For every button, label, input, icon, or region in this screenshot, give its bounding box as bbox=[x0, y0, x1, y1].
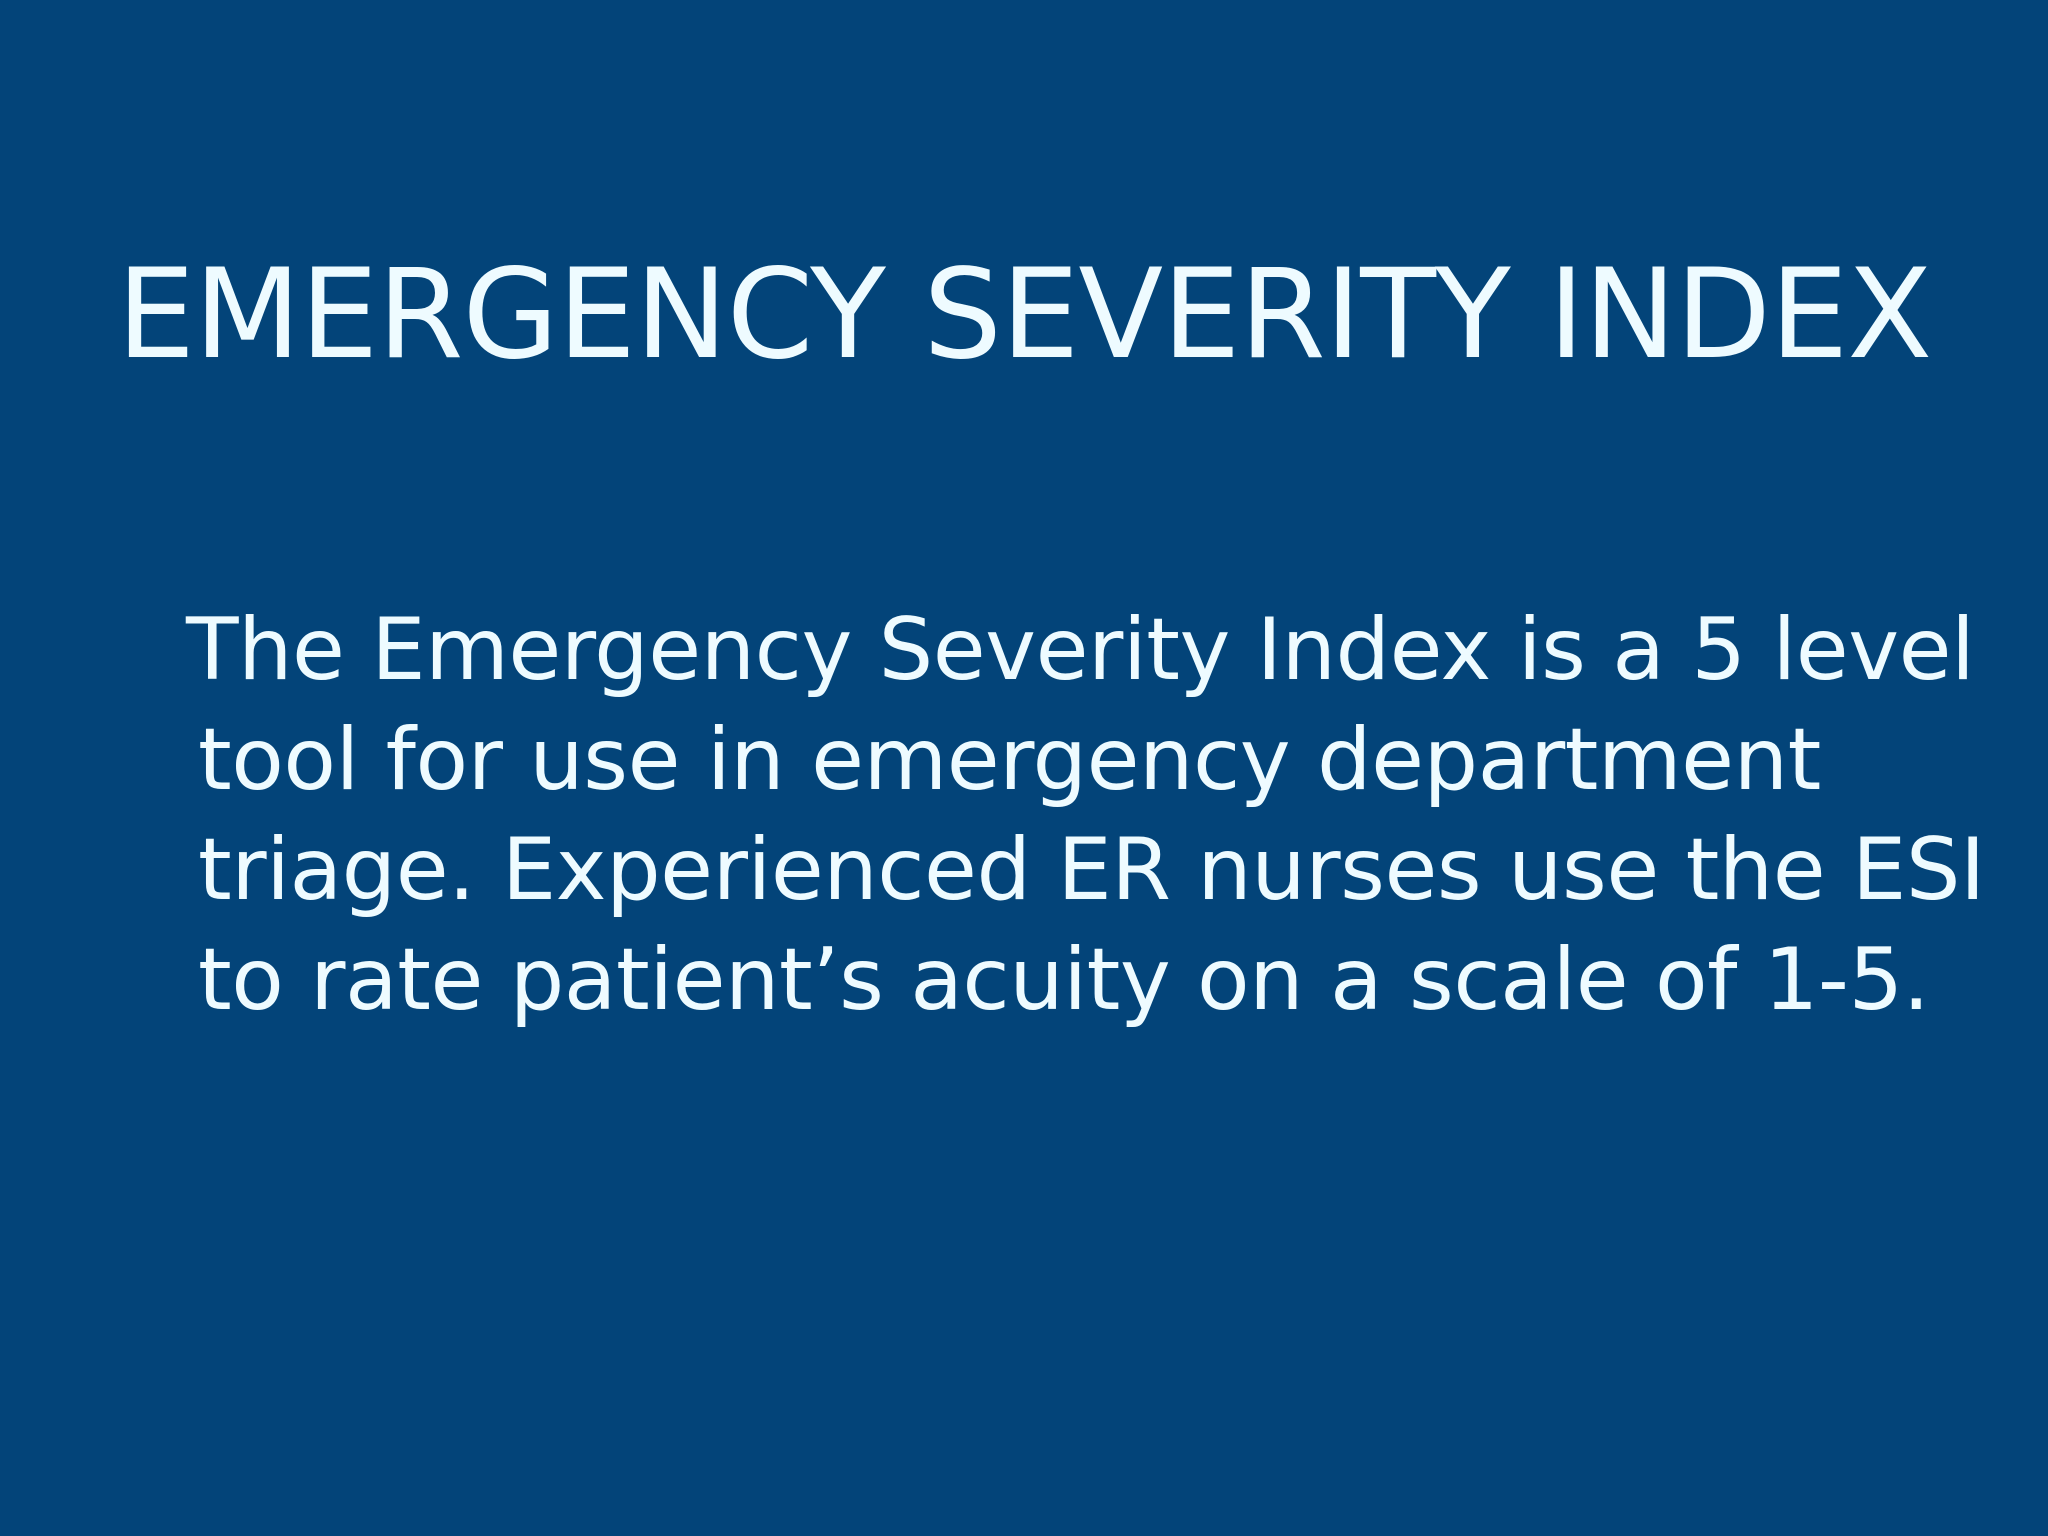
body-line-1: The Emergency Severity Index is a 5 leve… bbox=[186, 600, 1975, 700]
slide-body-text: The Emergency Severity Index is a 5 leve… bbox=[186, 595, 1985, 1035]
body-line-4: to rate patient’s acuity on a scale of 1… bbox=[198, 930, 1930, 1030]
body-line-2: tool for use in emergency department bbox=[198, 710, 1821, 810]
slide-title: EMERGENCY SEVERITY INDEX bbox=[116, 243, 1933, 387]
body-line-3: triage. Experienced ER nurses use the ES… bbox=[198, 820, 1985, 920]
